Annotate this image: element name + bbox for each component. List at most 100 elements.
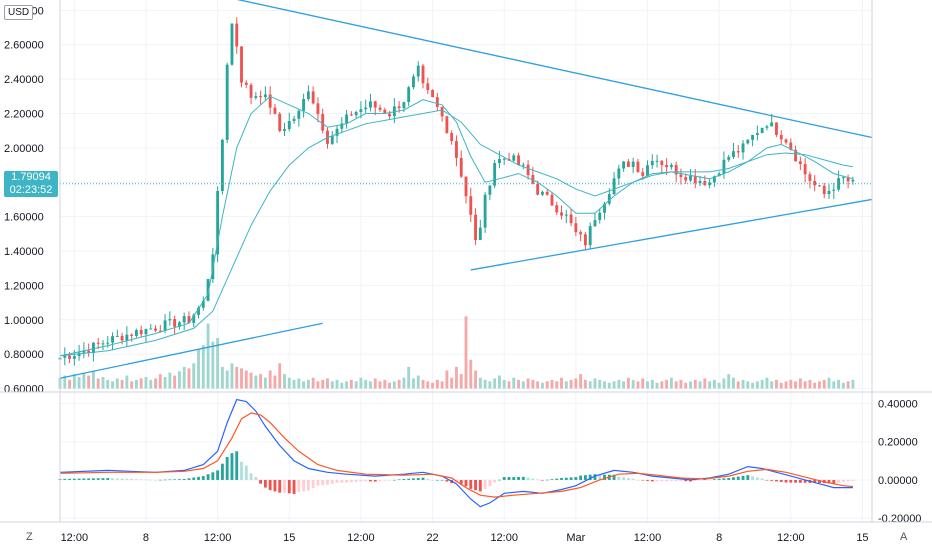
macd-histogram-bar [230, 453, 234, 480]
time-tick-label: 22 [426, 532, 438, 544]
volume-bar [770, 381, 774, 389]
macd-histogram-bar [445, 479, 449, 482]
macd-histogram-bar [407, 478, 411, 480]
time-axis[interactable]: 12:00 8 12:00 15 12:00 22 12:00 Mar 12:00 8 12:00 1… [61, 532, 869, 544]
price-axis[interactable]: 2.800002.600002.400002.200002.000001.800… [4, 5, 44, 395]
macd-histogram-bar [120, 478, 124, 480]
macd-histogram-bar [646, 479, 649, 481]
candle-body [488, 185, 492, 195]
volume-bar [464, 316, 468, 389]
volume-bar [316, 381, 320, 389]
candle-body [111, 336, 114, 343]
candle-body [626, 161, 630, 167]
candle-body [373, 101, 377, 108]
candle-body [383, 109, 387, 114]
candle-body [206, 279, 210, 301]
candle-body [526, 164, 530, 176]
macd-histogram-bar [665, 479, 669, 482]
volume-bar [507, 381, 511, 389]
candle-body [283, 129, 286, 131]
candle-body [220, 139, 224, 191]
volume-bar [794, 381, 798, 389]
macd-histogram-bar [770, 479, 774, 481]
volume-bar [297, 378, 301, 389]
candle-body [674, 164, 678, 175]
macd-histogram-bar [784, 479, 788, 483]
candle-body [775, 122, 778, 135]
macd-histogram-bar [478, 479, 482, 492]
volume-bar [593, 378, 597, 389]
candle-body [407, 87, 411, 103]
macd-histogram-bar [345, 479, 349, 483]
macd-histogram-bar [364, 479, 368, 482]
candle-body [564, 214, 568, 216]
volume-bar [712, 379, 716, 389]
candle-body [77, 352, 81, 357]
volume-bar [818, 381, 821, 389]
candle-body [177, 322, 181, 327]
volume-bar [254, 375, 258, 389]
volume-bar [727, 374, 731, 389]
candle-body [364, 107, 368, 110]
macd-histogram-bar [82, 478, 86, 480]
macd-histogram-bar [746, 475, 750, 480]
volume-bar [177, 371, 181, 389]
volume-bar [689, 381, 692, 389]
volume-bar [808, 379, 812, 389]
macd-histogram-bar [330, 479, 334, 484]
macd-histogram-bar [626, 478, 630, 480]
volume-bar [225, 370, 229, 389]
price-tick-label: 0.80000 [4, 349, 44, 361]
volume-bar [173, 375, 177, 389]
volume-bar [569, 379, 573, 389]
trendline [59, 322, 323, 379]
candle-body [120, 335, 124, 341]
macd-histogram-bar [201, 476, 205, 480]
volume-bar [359, 377, 363, 389]
zoom-icon[interactable]: Z [26, 531, 33, 543]
volume-bar [134, 379, 138, 389]
candle-body [517, 155, 520, 165]
volume-bar [345, 381, 349, 389]
candle-body [684, 177, 688, 181]
candle-body [531, 175, 535, 184]
volume-bar [526, 378, 530, 389]
price-tick-label: 1.40000 [4, 246, 44, 258]
volume-bar [564, 381, 568, 389]
macd-histogram-bar [259, 479, 263, 484]
macd-histogram-bar [106, 478, 110, 480]
candle-body [837, 178, 840, 190]
candle-body [521, 164, 525, 166]
auto-scale-icon[interactable]: A [900, 531, 908, 543]
candle-body [455, 141, 458, 158]
volume-bar [111, 381, 114, 389]
macd-histogram-bar [631, 478, 635, 480]
volume-bar [765, 377, 769, 389]
currency-label[interactable]: USD [4, 5, 34, 20]
signal-line [59, 412, 853, 498]
macd-histogram-bar [712, 479, 716, 480]
volume-bar [679, 379, 683, 389]
volume-bar [235, 366, 239, 389]
volume-bar [201, 345, 205, 389]
candle-body [846, 177, 850, 182]
volume-bar [536, 381, 540, 389]
volume-bar [498, 375, 501, 389]
macd-histogram-bar [531, 478, 535, 480]
candle-body [545, 191, 549, 195]
trendline [236, 0, 873, 139]
trendlines[interactable] [59, 0, 873, 379]
macd-axis[interactable]: 0.40000 0.20000 0.00000 -0.20000 [878, 398, 921, 525]
volume-bar [560, 377, 563, 389]
price-tick-label: 1.60000 [4, 212, 44, 224]
macd-histogram-bar [240, 461, 243, 480]
candle-body [727, 156, 731, 160]
macd-histogram-bar [216, 470, 220, 480]
candle-body [72, 356, 76, 359]
volume-bar [364, 379, 368, 389]
macd-histogram-bar [306, 479, 310, 491]
macd-histogram-bar [359, 479, 363, 482]
macd-histogram-bar [421, 477, 425, 480]
candle-body [540, 191, 544, 195]
